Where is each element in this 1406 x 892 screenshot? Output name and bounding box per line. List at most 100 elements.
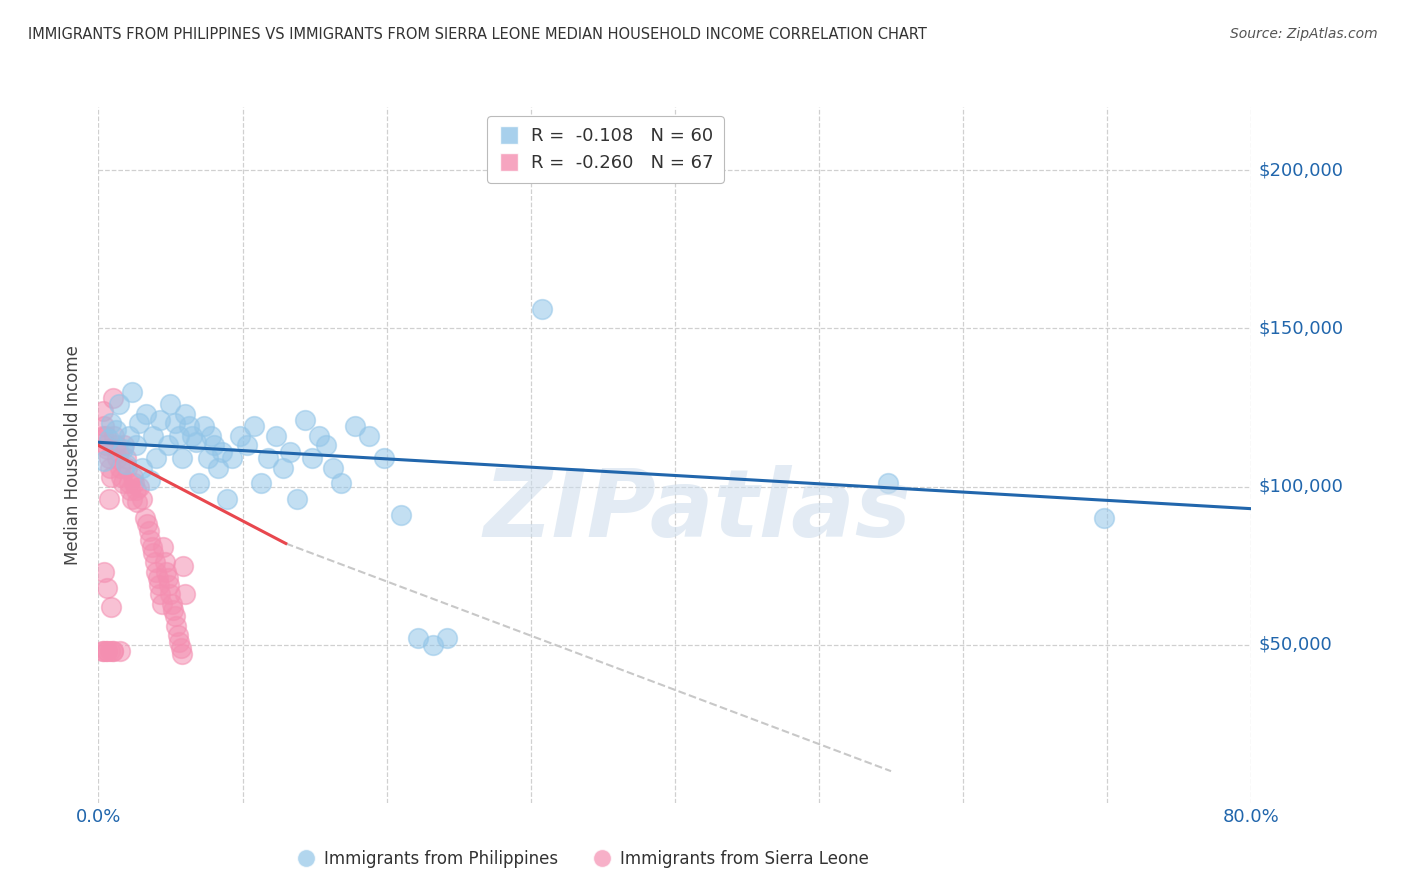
Point <box>91 429 114 443</box>
Point <box>138 524 160 538</box>
Point <box>91 403 114 417</box>
Point <box>359 429 381 443</box>
Point <box>107 397 129 411</box>
Point <box>1092 511 1115 525</box>
Point <box>322 460 344 475</box>
Point <box>94 438 117 452</box>
Point <box>160 597 183 611</box>
Point <box>215 492 238 507</box>
Point <box>134 511 156 525</box>
Point <box>228 429 250 443</box>
Point <box>243 419 266 434</box>
Point <box>294 413 316 427</box>
Point <box>96 581 118 595</box>
Point <box>111 476 134 491</box>
Point <box>118 476 141 491</box>
Text: $150,000: $150,000 <box>1258 319 1344 337</box>
Point <box>120 483 142 497</box>
Point <box>142 429 165 443</box>
Point <box>100 470 122 484</box>
Point <box>149 413 172 427</box>
Point <box>101 644 124 658</box>
Point <box>122 470 145 484</box>
Point <box>98 460 121 475</box>
Point <box>174 407 197 421</box>
Point <box>112 438 135 452</box>
Text: Source: ZipAtlas.com: Source: ZipAtlas.com <box>1230 27 1378 41</box>
Point <box>159 587 181 601</box>
Point <box>121 492 143 507</box>
Point <box>107 444 129 458</box>
Point <box>121 384 143 399</box>
Point <box>257 451 280 466</box>
Point <box>139 473 162 487</box>
Point <box>128 417 150 431</box>
Point <box>96 644 118 658</box>
Point <box>308 429 330 443</box>
Point <box>877 476 900 491</box>
Point <box>136 517 159 532</box>
Point <box>104 423 127 437</box>
Point <box>98 644 121 658</box>
Point <box>117 460 138 475</box>
Point <box>163 417 186 431</box>
Point <box>97 492 120 507</box>
Point <box>167 429 190 443</box>
Point <box>128 479 150 493</box>
Point <box>162 603 184 617</box>
Point <box>131 492 153 507</box>
Point <box>159 397 181 411</box>
Point <box>278 444 301 458</box>
Point <box>301 451 323 466</box>
Point <box>91 644 114 658</box>
Point <box>104 438 127 452</box>
Point <box>170 451 193 466</box>
Point <box>125 483 148 497</box>
Point <box>329 476 352 491</box>
Point <box>389 508 412 522</box>
Point <box>94 429 117 443</box>
Point <box>124 476 146 491</box>
Point <box>422 638 444 652</box>
Point <box>139 533 162 548</box>
Point <box>169 640 191 655</box>
Point <box>156 571 179 585</box>
Point <box>145 565 167 579</box>
Point <box>202 438 225 452</box>
Point <box>93 454 115 468</box>
Y-axis label: Median Household Income: Median Household Income <box>65 345 83 565</box>
Text: $100,000: $100,000 <box>1258 477 1343 496</box>
Point <box>152 540 174 554</box>
Point <box>108 644 131 658</box>
Point <box>97 432 120 446</box>
Point <box>101 391 124 405</box>
Point <box>93 565 115 579</box>
Point <box>531 302 554 317</box>
Point <box>179 419 201 434</box>
Point <box>94 644 117 658</box>
Point <box>157 577 180 591</box>
Point <box>125 438 148 452</box>
Point <box>118 429 141 443</box>
Point <box>271 460 294 475</box>
Point <box>156 438 179 452</box>
Point <box>110 470 132 484</box>
Point <box>236 438 259 452</box>
Point <box>165 618 187 632</box>
Point <box>101 644 124 658</box>
Point <box>285 492 308 507</box>
Text: IMMIGRANTS FROM PHILIPPINES VS IMMIGRANTS FROM SIERRA LEONE MEDIAN HOUSEHOLD INC: IMMIGRANTS FROM PHILIPPINES VS IMMIGRANT… <box>28 27 927 42</box>
Point <box>211 444 233 458</box>
Point <box>105 451 128 466</box>
Point <box>170 647 193 661</box>
Point <box>174 587 197 601</box>
Point <box>197 451 219 466</box>
Point <box>135 407 157 421</box>
Point <box>150 597 173 611</box>
Point <box>145 451 167 466</box>
Point <box>114 458 136 472</box>
Point <box>172 558 194 573</box>
Point <box>188 476 211 491</box>
Point <box>163 609 186 624</box>
Point <box>167 634 190 648</box>
